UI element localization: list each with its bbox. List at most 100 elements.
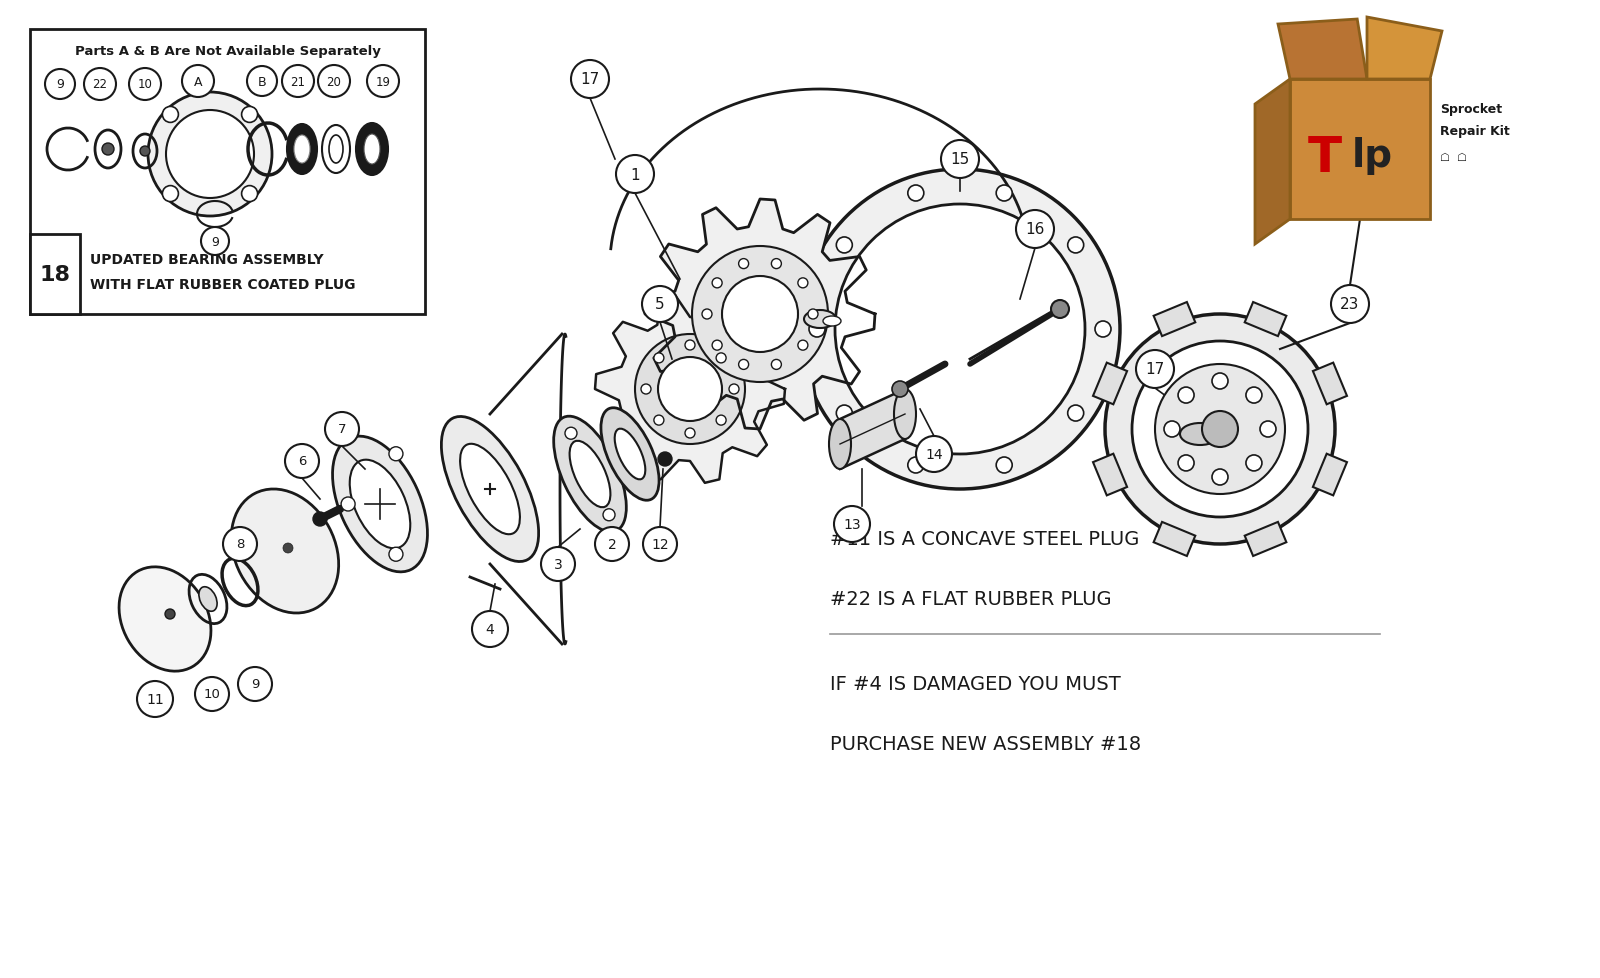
- Ellipse shape: [322, 126, 350, 174]
- Text: 21: 21: [291, 75, 306, 88]
- Circle shape: [658, 453, 672, 467]
- Polygon shape: [1245, 303, 1286, 336]
- Circle shape: [1202, 412, 1238, 448]
- Circle shape: [1178, 456, 1194, 471]
- Ellipse shape: [294, 136, 310, 164]
- Circle shape: [810, 322, 826, 337]
- Circle shape: [837, 238, 853, 253]
- Circle shape: [138, 682, 173, 717]
- Text: B: B: [258, 75, 266, 88]
- Circle shape: [246, 67, 277, 97]
- Circle shape: [163, 187, 179, 202]
- Text: 17: 17: [1146, 362, 1165, 378]
- Text: 11: 11: [146, 692, 163, 706]
- Circle shape: [285, 445, 318, 478]
- Text: 9: 9: [56, 78, 64, 91]
- Circle shape: [907, 458, 923, 473]
- Circle shape: [800, 170, 1120, 490]
- Text: 20: 20: [326, 75, 341, 88]
- Text: 9: 9: [211, 236, 219, 248]
- Circle shape: [997, 458, 1013, 473]
- Circle shape: [182, 66, 214, 98]
- Text: Parts A & B Are Not Available Separately: Parts A & B Are Not Available Separately: [75, 45, 381, 59]
- Polygon shape: [1093, 454, 1126, 496]
- Circle shape: [238, 667, 272, 701]
- Polygon shape: [1254, 80, 1290, 244]
- Circle shape: [1067, 238, 1083, 253]
- Text: PURCHASE NEW ASSEMBLY #18: PURCHASE NEW ASSEMBLY #18: [830, 734, 1141, 754]
- Circle shape: [130, 68, 162, 101]
- Circle shape: [642, 287, 678, 323]
- Text: 4: 4: [486, 622, 494, 637]
- Polygon shape: [1154, 522, 1195, 556]
- Ellipse shape: [232, 490, 339, 613]
- Text: IF #4 IS DAMAGED YOU MUST: IF #4 IS DAMAGED YOU MUST: [830, 675, 1120, 693]
- Circle shape: [837, 406, 853, 422]
- Polygon shape: [645, 200, 875, 429]
- Circle shape: [389, 447, 403, 462]
- Circle shape: [730, 384, 739, 394]
- Circle shape: [603, 510, 614, 521]
- Circle shape: [643, 527, 677, 561]
- Circle shape: [616, 156, 654, 194]
- Text: 1: 1: [630, 167, 640, 182]
- Circle shape: [893, 381, 909, 398]
- Circle shape: [717, 353, 726, 364]
- Circle shape: [1261, 422, 1277, 437]
- Polygon shape: [1366, 18, 1442, 80]
- Text: 16: 16: [1026, 222, 1045, 238]
- Text: 13: 13: [843, 517, 861, 531]
- Text: 2: 2: [608, 538, 616, 552]
- Circle shape: [702, 310, 712, 320]
- Polygon shape: [1314, 454, 1347, 496]
- Circle shape: [1178, 387, 1194, 404]
- Text: 22: 22: [93, 78, 107, 91]
- Text: 23: 23: [1341, 297, 1360, 312]
- Circle shape: [771, 259, 781, 269]
- Circle shape: [997, 186, 1013, 201]
- Ellipse shape: [365, 135, 381, 165]
- Circle shape: [658, 358, 722, 422]
- Text: Repair Kit: Repair Kit: [1440, 125, 1510, 138]
- Polygon shape: [595, 296, 786, 483]
- Circle shape: [1067, 406, 1083, 422]
- Circle shape: [685, 340, 694, 351]
- Ellipse shape: [829, 420, 851, 469]
- Ellipse shape: [614, 429, 645, 480]
- Circle shape: [282, 66, 314, 98]
- Circle shape: [83, 68, 115, 101]
- Circle shape: [1094, 322, 1110, 337]
- Circle shape: [798, 279, 808, 289]
- Circle shape: [722, 277, 798, 353]
- Circle shape: [1155, 365, 1285, 495]
- Ellipse shape: [350, 461, 410, 549]
- Circle shape: [341, 498, 355, 511]
- Circle shape: [242, 108, 258, 123]
- Polygon shape: [1093, 363, 1126, 405]
- Circle shape: [242, 187, 258, 202]
- Circle shape: [654, 416, 664, 425]
- Circle shape: [314, 512, 326, 526]
- Ellipse shape: [805, 311, 835, 329]
- FancyBboxPatch shape: [30, 235, 80, 315]
- Circle shape: [808, 310, 818, 320]
- Circle shape: [1331, 286, 1370, 324]
- Circle shape: [595, 527, 629, 561]
- Circle shape: [712, 340, 722, 351]
- Ellipse shape: [333, 437, 427, 572]
- Circle shape: [642, 384, 651, 394]
- Circle shape: [1106, 315, 1334, 545]
- Circle shape: [325, 413, 358, 447]
- Circle shape: [222, 527, 258, 561]
- Ellipse shape: [286, 125, 317, 175]
- Circle shape: [834, 507, 870, 543]
- Circle shape: [165, 609, 174, 619]
- Text: 17: 17: [581, 72, 600, 87]
- Text: A: A: [194, 75, 202, 88]
- Circle shape: [835, 204, 1085, 455]
- Circle shape: [1246, 387, 1262, 404]
- Text: T: T: [1309, 134, 1342, 182]
- Ellipse shape: [461, 444, 520, 535]
- Circle shape: [739, 259, 749, 269]
- Circle shape: [691, 246, 829, 382]
